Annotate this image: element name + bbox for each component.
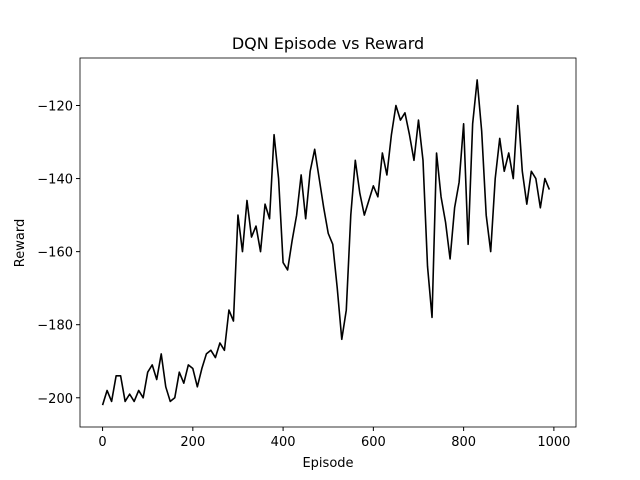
x-axis-label: Episode: [302, 456, 353, 471]
y-tick-label: −160: [37, 246, 73, 261]
x-tick-label: 800: [451, 435, 476, 450]
x-tick-label: 600: [361, 435, 386, 450]
y-tick-label: −120: [37, 99, 73, 114]
x-tick-label: 1000: [537, 435, 570, 450]
y-tick-label: −180: [37, 319, 73, 334]
x-tick-label: 400: [271, 435, 296, 450]
x-tick-label: 200: [180, 435, 205, 450]
chart-title: DQN Episode vs Reward: [232, 34, 424, 53]
line: [101, 79, 551, 406]
x-tick-label: 0: [98, 435, 106, 450]
y-axis-label: Reward: [13, 219, 28, 267]
y-tick-label: −140: [37, 173, 73, 188]
y-tick-label: −200: [37, 392, 73, 407]
plot-frame: [79, 57, 577, 428]
